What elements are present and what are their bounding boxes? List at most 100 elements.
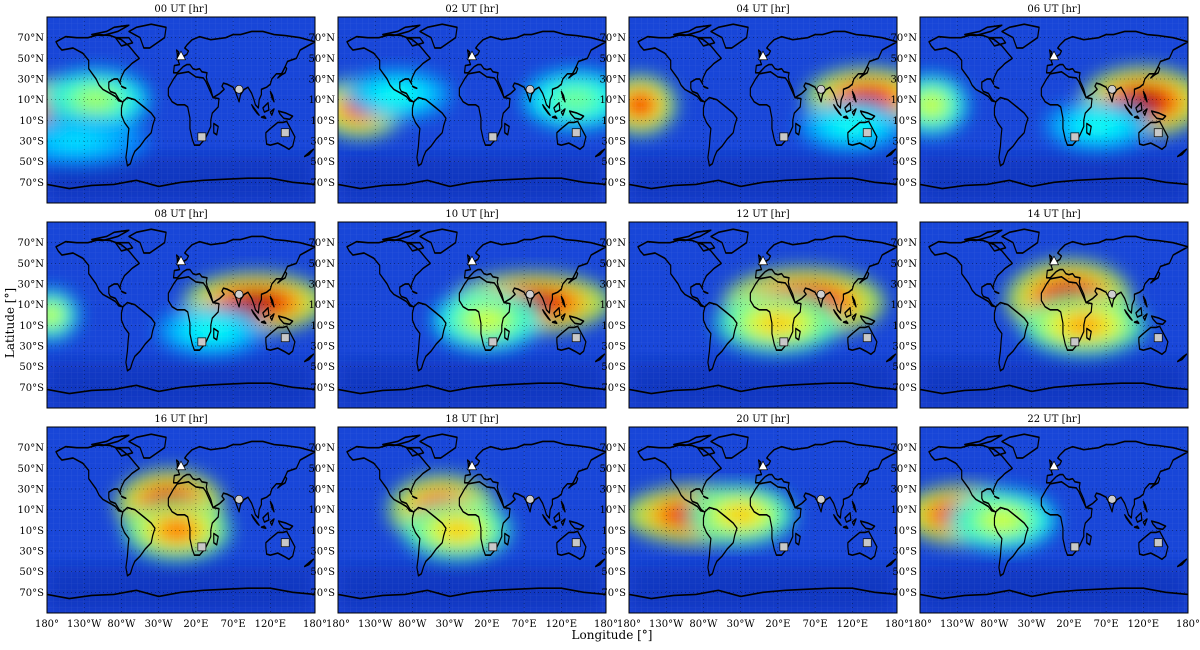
lat-tick-label: 50°S xyxy=(601,567,626,578)
lat-tick-label: 70°N xyxy=(600,443,627,454)
grid-texture xyxy=(920,222,1188,408)
lat-tick-label: 10°N xyxy=(309,505,336,516)
square-marker xyxy=(571,128,581,138)
lat-tick-label: 70°N xyxy=(891,443,918,454)
lon-tick-label: 120°E xyxy=(546,619,577,630)
square-marker xyxy=(1153,538,1163,548)
circle-marker xyxy=(234,84,244,94)
lon-tick-label: 130°W xyxy=(358,619,393,630)
lat-tick-label: 30°N xyxy=(18,485,45,496)
panel-title: 06 UT [hr] xyxy=(1027,4,1080,15)
triangle-marker xyxy=(757,50,769,61)
lat-tick-label: 70°S xyxy=(310,383,335,394)
graticule xyxy=(629,427,897,613)
lat-tick-label: 50°S xyxy=(892,567,917,578)
triangle-marker xyxy=(175,50,187,61)
lat-tick-label: 50°N xyxy=(891,54,918,65)
map-panel: 16 UT [hr] 70°N 50°N 30°N 10°N 10°S 30°S 50°S 70… xyxy=(18,414,328,630)
lat-tick-label: 70°N xyxy=(18,33,45,44)
square-marker xyxy=(1070,542,1080,552)
square-marker xyxy=(197,132,207,142)
map-panel: 04 UT [hr] 70°N 50°N 30°N 10°N 10°S 30°S 50°S 70… xyxy=(600,4,898,204)
lat-tick-label: 10°N xyxy=(600,300,627,311)
square-marker xyxy=(571,538,581,548)
grid-texture xyxy=(47,222,315,408)
lat-tick-label: 70°N xyxy=(600,238,627,249)
lat-tick-label: 30°S xyxy=(892,547,917,558)
lon-tick-label: 30°W xyxy=(1018,619,1047,630)
lat-tick-label: 10°S xyxy=(310,116,335,127)
circle-marker xyxy=(1107,289,1117,299)
grid-texture xyxy=(920,17,1188,203)
panel-title: 04 UT [hr] xyxy=(736,4,789,15)
panel-frame xyxy=(46,16,316,204)
circle-marker xyxy=(234,494,244,504)
lat-tick-label: 70°S xyxy=(310,588,335,599)
lat-tick-label: 10°S xyxy=(19,116,44,127)
map-panel: 00 UT [hr] 70°N 50°N 30°N 10°N 10°S 30°S 50°S 70… xyxy=(18,4,316,204)
lon-tick-label: 120°E xyxy=(837,619,868,630)
lat-tick-label: 70°N xyxy=(309,33,336,44)
lat-tick-label: 30°N xyxy=(891,280,918,291)
square-marker xyxy=(488,132,498,142)
lat-tick-label: 10°N xyxy=(18,505,45,516)
square-marker xyxy=(280,538,290,548)
lat-tick-label: 50°S xyxy=(310,567,335,578)
panel-frame xyxy=(919,221,1189,409)
lon-tick-label: 180° xyxy=(617,619,641,630)
square-marker xyxy=(779,542,789,552)
circle-marker xyxy=(234,289,244,299)
lat-tick-label: 50°N xyxy=(18,464,45,475)
grid-texture xyxy=(629,17,897,203)
lon-tick-label: 180° xyxy=(1176,619,1200,630)
lat-tick-label: 30°N xyxy=(600,280,627,291)
lat-tick-label: 50°N xyxy=(18,54,45,65)
lat-tick-label: 10°S xyxy=(601,116,626,127)
lon-tick-label: 130°W xyxy=(67,619,102,630)
map-panel: 22 UT [hr] 70°N 50°N 30°N 10°N 10°S 30°S 50°S 70… xyxy=(891,414,1200,630)
lon-tick-label: 130°W xyxy=(649,619,684,630)
lat-tick-label: 10°N xyxy=(18,300,45,311)
square-marker xyxy=(280,128,290,138)
square-marker xyxy=(197,337,207,347)
lat-tick-label: 70°N xyxy=(600,33,627,44)
lat-tick-label: 30°N xyxy=(309,485,336,496)
triangle-marker xyxy=(175,255,187,266)
panel-frame xyxy=(337,16,607,204)
triangle-marker xyxy=(466,50,478,61)
square-marker xyxy=(1153,333,1163,343)
panel-frame xyxy=(628,426,898,614)
panel-title: 10 UT [hr] xyxy=(445,209,498,220)
lat-tick-label: 70°N xyxy=(891,238,918,249)
lat-tick-label: 30°N xyxy=(309,75,336,86)
lon-tick-label: 180° xyxy=(908,619,932,630)
lat-tick-label: 30°N xyxy=(891,485,918,496)
graticule xyxy=(920,222,1188,408)
lat-tick-label: 70°N xyxy=(18,443,45,454)
square-marker xyxy=(488,542,498,552)
circle-marker xyxy=(525,289,535,299)
lat-tick-label: 30°S xyxy=(19,547,44,558)
lon-tick-label: 180° xyxy=(303,619,327,630)
map-panel: 08 UT [hr] 70°N 50°N 30°N 10°N 10°S 30°S 50°S 70… xyxy=(18,209,316,409)
lat-tick-label: 50°S xyxy=(19,567,44,578)
lon-tick-label: 180° xyxy=(885,619,909,630)
map-panel: 02 UT [hr] 70°N 50°N 30°N 10°N 10°S 30°S 50°S 70… xyxy=(309,4,607,204)
lat-tick-label: 10°S xyxy=(601,526,626,537)
lon-tick-label: 70°E xyxy=(1094,619,1119,630)
lat-tick-label: 10°S xyxy=(892,116,917,127)
square-marker xyxy=(280,333,290,343)
lon-tick-label: 70°E xyxy=(221,619,246,630)
circle-marker xyxy=(525,494,535,504)
lat-tick-label: 70°S xyxy=(892,383,917,394)
lon-tick-label: 20°E xyxy=(1056,619,1081,630)
lon-tick-label: 180° xyxy=(594,619,618,630)
x-axis-label: Longitude [°] xyxy=(572,628,653,642)
panel-frame xyxy=(337,426,607,614)
lat-tick-label: 50°S xyxy=(601,157,626,168)
lat-tick-label: 70°N xyxy=(891,33,918,44)
circle-marker xyxy=(1107,494,1117,504)
lat-tick-label: 50°N xyxy=(891,259,918,270)
lat-tick-label: 70°N xyxy=(309,238,336,249)
square-marker xyxy=(1070,132,1080,142)
